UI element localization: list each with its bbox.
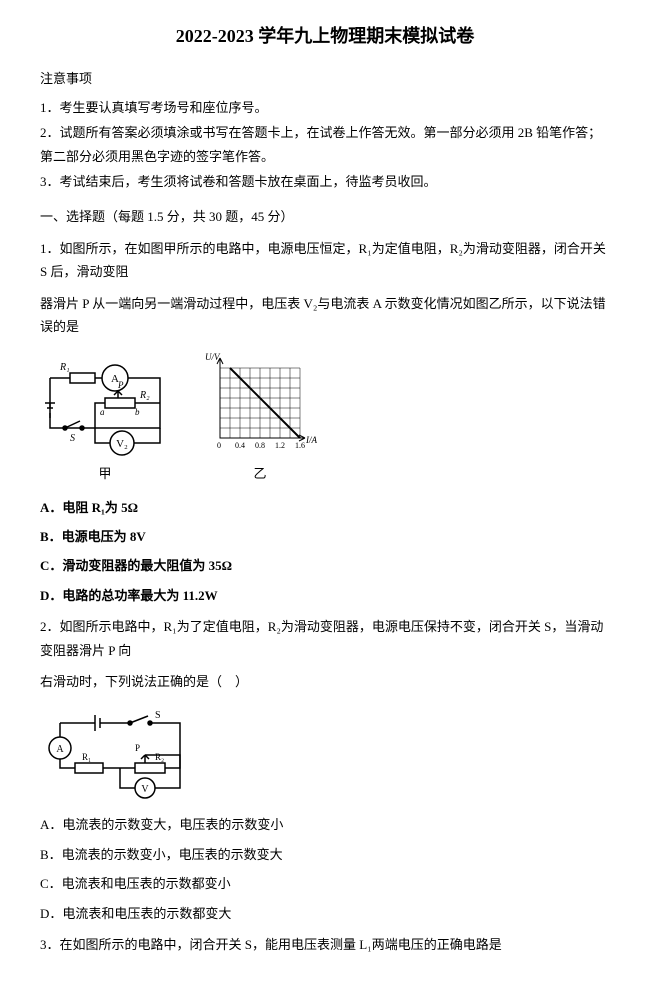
q1-option-d: D．电路的总功率最大为 11.2W [40, 584, 610, 607]
q1-text-2: 器滑片 P 从一端向另一端滑动过程中，电压表 V₂与电流表 A 示数变化情况如图… [40, 292, 610, 339]
question-1: 1．如图所示，在如图甲所示的电路中，电源电压恒定，R₁为定值电阻，R₂为滑动变阻… [40, 237, 610, 608]
svg-text:S: S [70, 433, 75, 444]
q1-circuit-diagram: A V₂ R₁ R₂ S P a b 甲 [40, 353, 170, 485]
q3-text: 3．在如图所示的电路中，闭合开关 S，能用电压表测量 L₁两端电压的正确电路是 [40, 933, 610, 956]
section-title: 一、选择题（每题 1.5 分，共 30 题，45 分） [40, 205, 610, 228]
q1-chart-diagram: U/V I/A 0 0.4 0.8 1.2 1.6 乙 [200, 348, 320, 485]
svg-text:V: V [141, 784, 149, 795]
q2-text-1: 2．如图所示电路中，R₁为了定值电阻，R₂为滑动变阻器，电源电压保持不变，闭合开… [40, 615, 610, 662]
svg-text:P: P [117, 380, 124, 390]
q1-diagram1-label: 甲 [98, 462, 111, 485]
q2-diagram: A V R₁ R₂ P S [40, 703, 610, 803]
notice-1: 1．考生要认真填写考场号和座位序号。 [40, 96, 610, 119]
svg-text:S: S [155, 710, 161, 721]
svg-text:0.8: 0.8 [255, 441, 265, 450]
svg-text:V₂: V₂ [116, 438, 128, 450]
question-2: 2．如图所示电路中，R₁为了定值电阻，R₂为滑动变阻器，电源电压保持不变，闭合开… [40, 615, 610, 925]
q2-option-b: B．电流表的示数变小，电压表的示数变大 [40, 843, 610, 866]
svg-text:U/V: U/V [205, 352, 221, 362]
svg-text:R₁: R₁ [59, 362, 70, 373]
svg-text:b: b [135, 407, 140, 417]
q2-option-c: C．电流表和电压表的示数都变小 [40, 872, 610, 895]
svg-text:0.4: 0.4 [235, 441, 245, 450]
q1-text-1: 1．如图所示，在如图甲所示的电路中，电源电压恒定，R₁为定值电阻，R₂为滑动变阻… [40, 237, 610, 284]
svg-text:R₂: R₂ [155, 752, 164, 762]
q1-option-a: A．电阻 R₁为 5Ω [40, 496, 610, 519]
svg-text:P: P [135, 743, 140, 753]
notice-3: 3．考试结束后，考生须将试卷和答题卡放在桌面上，待监考员收回。 [40, 170, 610, 193]
q2-option-a: A．电流表的示数变大，电压表的示数变小 [40, 813, 610, 836]
q2-option-d: D．电流表和电压表的示数都变大 [40, 902, 610, 925]
svg-text:R₁: R₁ [82, 752, 91, 762]
svg-text:I/A: I/A [305, 435, 317, 445]
notice-header: 注意事项 [40, 67, 610, 90]
svg-text:a: a [100, 407, 105, 417]
svg-text:0: 0 [217, 441, 221, 450]
q1-option-c: C．滑动变阻器的最大阻值为 35Ω [40, 554, 610, 577]
svg-text:1.6: 1.6 [295, 441, 305, 450]
page-title: 2022-2023 学年九上物理期末模拟试卷 [40, 20, 610, 52]
question-3: 3．在如图所示的电路中，闭合开关 S，能用电压表测量 L₁两端电压的正确电路是 [40, 933, 610, 956]
svg-text:R₂: R₂ [139, 390, 150, 401]
q1-option-b: B．电源电压为 8V [40, 525, 610, 548]
svg-text:1.2: 1.2 [275, 441, 285, 450]
notice-2: 2．试题所有答案必须填涂或书写在答题卡上，在试卷上作答无效。第一部分必须用 2B… [40, 121, 610, 168]
q1-diagrams: A V₂ R₁ R₂ S P a b 甲 [40, 348, 610, 485]
q2-text-2: 右滑动时，下列说法正确的是（ ） [40, 670, 610, 693]
svg-text:A: A [56, 744, 64, 755]
q1-diagram2-label: 乙 [253, 462, 266, 485]
